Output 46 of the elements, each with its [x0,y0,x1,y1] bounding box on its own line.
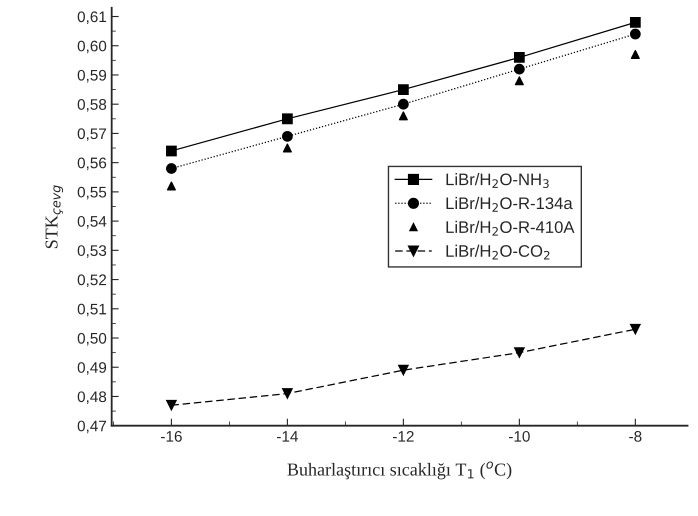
point [514,52,525,63]
y-tick-label: 0,48 [78,391,106,404]
y-axis-title: STK$_{çevg}$ [46,185,64,248]
y-tick-label: 0,51 [78,304,106,316]
legend-label: LiBr/H$_{2}$O-R-410A [446,220,574,236]
point [282,144,292,153]
x-tick-label: -10 [508,430,530,442]
point [398,84,409,95]
y-tick-label: 0,59 [78,70,106,82]
x-axis-title: Buharlaştırıcı sıcaklığı T$_{1}$ ($^{o}$C) [287,461,512,480]
point [398,111,408,120]
y-tick-label: 0,49 [78,362,106,375]
point [166,182,176,191]
y-tick-label: 0,52 [78,274,106,288]
y-tick-label: 0,57 [78,128,106,141]
point [166,400,177,411]
point [630,28,641,40]
x-tick-label: -12 [393,430,414,442]
legend-label: LiBr/H$_{2}$O-NH$_{3}$ [446,173,549,188]
point [166,146,177,156]
x-tick-label: -16 [161,430,182,442]
point [514,76,524,86]
y-tick-label: 0,61 [78,11,106,24]
y-tick-label: 0,55 [78,186,106,200]
x-tick-label: -14 [277,431,298,442]
point [398,98,409,110]
y-tick-label: 0,54 [78,216,106,229]
y-tick-label: 0,60 [78,40,106,54]
point [282,130,293,142]
point [630,324,641,335]
legend-label: LiBr/H$_{2}$O-R-134a [446,196,573,212]
point [282,113,293,124]
point [514,64,525,74]
point [630,16,641,28]
x-tick-label: -8 [629,430,642,442]
legend-label: LiBr/H$_{2}$O-CO$_{2}$ [446,244,550,260]
y-tick-label: 0,53 [78,245,106,258]
y-tick-label: 0,56 [78,158,106,170]
y-tick-label: 0,47 [78,420,106,434]
point [166,163,177,174]
point [282,388,293,399]
y-tick-label: 0,58 [78,99,106,112]
y-tick-label: 0,50 [78,332,106,346]
point [630,50,640,60]
point [398,364,409,376]
point [514,347,525,358]
